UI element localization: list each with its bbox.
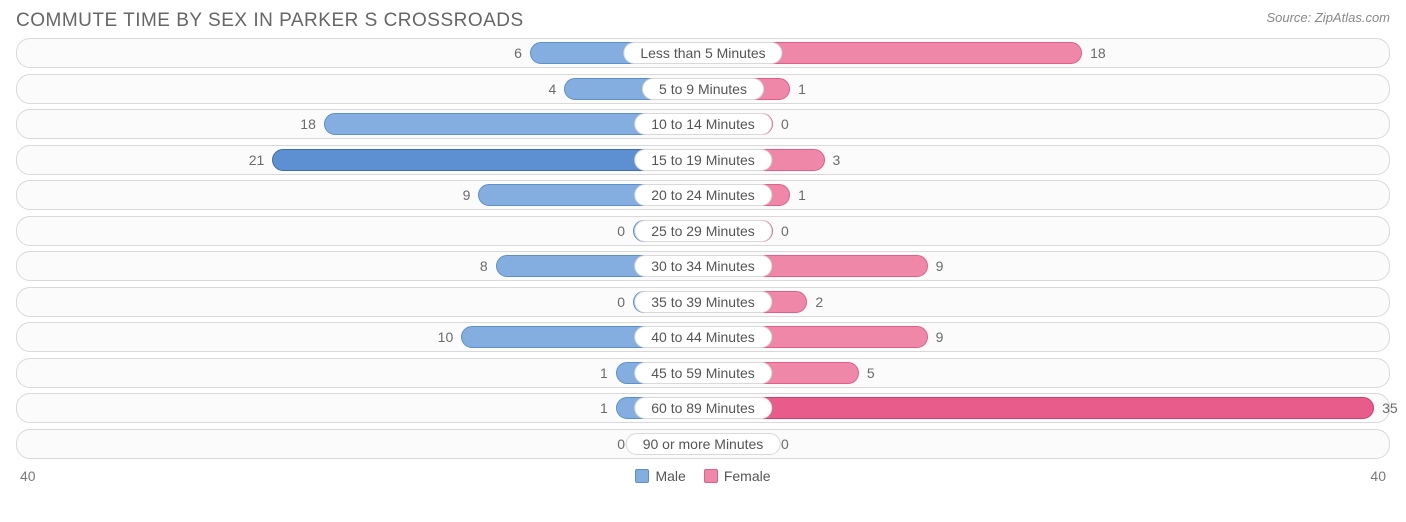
- value-female: 9: [928, 323, 968, 351]
- value-female: 1: [790, 181, 830, 209]
- bar-female: [703, 397, 1374, 419]
- category-label: 20 to 24 Minutes: [634, 184, 772, 206]
- value-female: 5: [859, 359, 899, 387]
- value-male: 6: [490, 39, 530, 67]
- value-female: 0: [773, 217, 813, 245]
- chart-footer: 40 Male Female 40: [12, 464, 1394, 484]
- chart-row: 13560 to 89 Minutes: [16, 393, 1390, 423]
- category-label: 90 or more Minutes: [626, 433, 781, 455]
- chart-title: COMMUTE TIME BY SEX IN PARKER S CROSSROA…: [16, 10, 524, 32]
- value-female: 0: [773, 110, 813, 138]
- chart-row: 1 5 45 to 59 Minutes: [16, 358, 1390, 388]
- chart-row: 18 010 to 14 Minutes: [16, 109, 1390, 139]
- value-male: 21: [232, 146, 272, 174]
- value-female: 3: [825, 146, 865, 174]
- chart-row: 10 9 40 to 44 Minutes: [16, 322, 1390, 352]
- value-female: 18: [1082, 39, 1122, 67]
- category-label: 45 to 59 Minutes: [634, 362, 772, 384]
- category-label: 30 to 34 Minutes: [634, 255, 772, 277]
- value-male: 9: [438, 181, 478, 209]
- legend-label-male: Male: [655, 468, 685, 484]
- value-female: 35: [1374, 394, 1406, 422]
- category-label: 5 to 9 Minutes: [642, 78, 764, 100]
- chart-row: 0 025 to 29 Minutes: [16, 216, 1390, 246]
- value-female: 9: [928, 252, 968, 280]
- value-male: 1: [576, 394, 616, 422]
- chart-row: 0 2 35 to 39 Minutes: [16, 287, 1390, 317]
- category-label: 40 to 44 Minutes: [634, 326, 772, 348]
- value-male: 1: [576, 359, 616, 387]
- legend-item-female: Female: [704, 468, 771, 484]
- category-label: 10 to 14 Minutes: [634, 113, 772, 135]
- chart-row: 21 3 15 to 19 Minutes: [16, 145, 1390, 175]
- chart-row: 8 9 30 to 34 Minutes: [16, 251, 1390, 281]
- category-label: 25 to 29 Minutes: [634, 220, 772, 242]
- chart-rows: 618Less than 5 Minutes415 to 9 Minutes18…: [12, 38, 1394, 459]
- legend-label-female: Female: [724, 468, 771, 484]
- value-male: 4: [524, 75, 564, 103]
- legend-item-male: Male: [635, 468, 685, 484]
- legend: Male Female: [60, 468, 1346, 484]
- category-label: Less than 5 Minutes: [623, 42, 782, 64]
- legend-swatch-male: [635, 469, 649, 483]
- value-male: 0: [593, 217, 633, 245]
- value-female: 2: [807, 288, 847, 316]
- category-label: 35 to 39 Minutes: [634, 291, 772, 313]
- category-label: 15 to 19 Minutes: [634, 149, 772, 171]
- category-label: 60 to 89 Minutes: [634, 397, 772, 419]
- chart-container: COMMUTE TIME BY SEX IN PARKER S CROSSROA…: [0, 0, 1406, 522]
- value-male: 10: [421, 323, 461, 351]
- value-male: 0: [593, 288, 633, 316]
- value-male: 18: [284, 110, 324, 138]
- chart-row: 4 1 5 to 9 Minutes: [16, 74, 1390, 104]
- axis-right-max: 40: [1346, 468, 1386, 484]
- chart-row: 9 1 20 to 24 Minutes: [16, 180, 1390, 210]
- legend-swatch-female: [704, 469, 718, 483]
- chart-source: Source: ZipAtlas.com: [1266, 10, 1390, 25]
- chart-header: COMMUTE TIME BY SEX IN PARKER S CROSSROA…: [12, 10, 1394, 38]
- axis-left-max: 40: [20, 468, 60, 484]
- value-male: 8: [456, 252, 496, 280]
- value-female: 1: [790, 75, 830, 103]
- chart-row: 6 18 Less than 5 Minutes: [16, 38, 1390, 68]
- chart-row: 0090 or more Minutes: [16, 429, 1390, 459]
